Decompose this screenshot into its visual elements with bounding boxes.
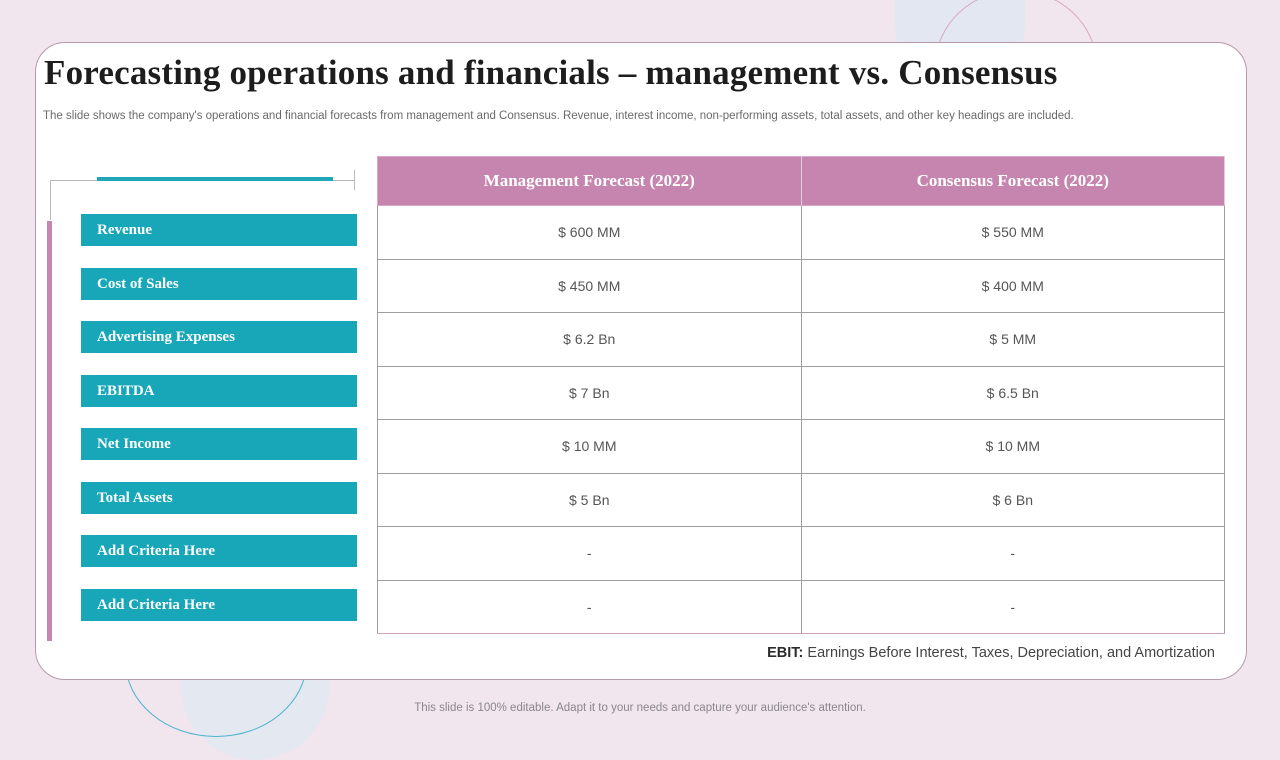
criteria-label: Revenue <box>81 214 357 246</box>
table-row: $ 7 Bn $ 6.5 Bn <box>377 365 1225 420</box>
bracket-line <box>50 180 51 220</box>
table-cell: $ 450 MM <box>377 258 802 313</box>
table-cell: $ 5 MM <box>800 312 1225 367</box>
criteria-label: Total Assets <box>81 482 357 514</box>
page-subtitle: The slide shows the company's operations… <box>43 110 1074 122</box>
page-title: Forecasting operations and financials – … <box>44 53 1058 92</box>
table-cell: - <box>800 526 1225 581</box>
criteria-label: EBITDA <box>81 375 357 407</box>
table-cell: $ 10 MM <box>800 419 1225 474</box>
criteria-label: Cost of Sales <box>81 268 357 300</box>
criteria-label: Add Criteria Here <box>81 589 357 621</box>
table-row: $ 450 MM $ 400 MM <box>377 258 1225 313</box>
table-row: - - <box>377 579 1225 634</box>
table-cell: $ 5 Bn <box>377 472 802 527</box>
table-cell: $ 7 Bn <box>377 365 802 420</box>
table-cell: $ 600 MM <box>377 205 802 260</box>
table-row: $ 600 MM $ 550 MM <box>377 205 1225 260</box>
table-cell: $ 6 Bn <box>800 472 1225 527</box>
column-header-management: Management Forecast (2022) <box>377 156 802 206</box>
table-cell: $ 10 MM <box>377 419 802 474</box>
table-cell: $ 6.5 Bn <box>800 365 1225 420</box>
table-cell: - <box>800 579 1225 634</box>
table-row: $ 6.2 Bn $ 5 MM <box>377 312 1225 367</box>
forecast-table: Management Forecast (2022) Consensus For… <box>377 156 1225 634</box>
column-header-consensus: Consensus Forecast (2022) <box>800 156 1225 206</box>
table-cell: - <box>377 579 802 634</box>
criteria-label: Add Criteria Here <box>81 535 357 567</box>
bracket-line <box>354 170 355 190</box>
table-row: $ 5 Bn $ 6 Bn <box>377 472 1225 527</box>
table-cell: $ 400 MM <box>800 258 1225 313</box>
table-cell: $ 6.2 Bn <box>377 312 802 367</box>
accent-bar <box>47 221 52 641</box>
table-header-row: Management Forecast (2022) Consensus For… <box>377 156 1225 206</box>
table-cell: $ 550 MM <box>800 205 1225 260</box>
footnote-definition: Earnings Before Interest, Taxes, Depreci… <box>807 645 1215 661</box>
table-cell: - <box>377 526 802 581</box>
footnote-term: EBIT: <box>767 645 804 661</box>
editable-note: This slide is 100% editable. Adapt it to… <box>414 702 866 714</box>
accent-line <box>97 177 333 181</box>
table-row: - - <box>377 526 1225 581</box>
criteria-label: Advertising Expenses <box>81 321 357 353</box>
footnote: EBIT: Earnings Before Interest, Taxes, D… <box>767 645 1215 661</box>
table-row: $ 10 MM $ 10 MM <box>377 419 1225 474</box>
criteria-label: Net Income <box>81 428 357 460</box>
